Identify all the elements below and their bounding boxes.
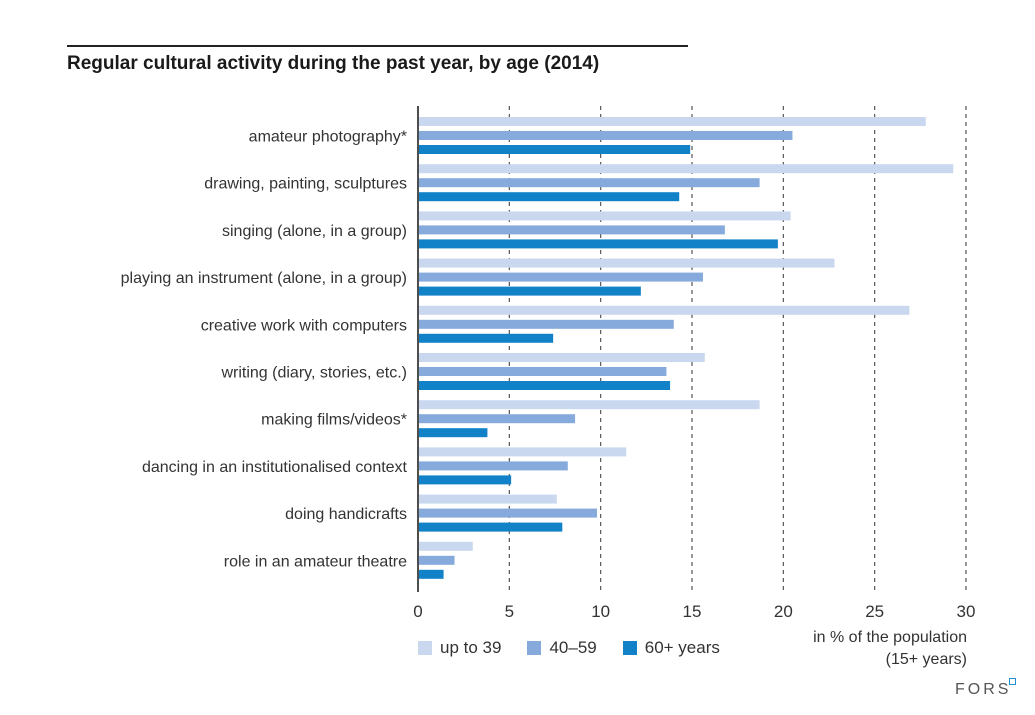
- fors-logo: FORS: [955, 681, 1012, 698]
- category-label: drawing, painting, sculptures: [204, 176, 407, 193]
- bar-6-1: [419, 414, 576, 424]
- legend-label-60-plus: 60+ years: [644, 638, 720, 657]
- x-tick-label: 30: [957, 602, 976, 621]
- bar-6-0: [419, 400, 760, 410]
- category-label: amateur photography*: [249, 129, 407, 146]
- bar-5-1: [419, 367, 667, 376]
- legend-label-up-to-39: up to 39: [440, 638, 502, 657]
- legend-label-40-59: 40–59: [549, 638, 597, 657]
- bar-9-2: [419, 569, 444, 579]
- bar-1-0: [419, 164, 954, 174]
- bar-5-2: [419, 381, 671, 390]
- bar-7-2: [419, 475, 512, 485]
- bar-8-1: [419, 508, 598, 518]
- legend-swatch-40-59: [527, 641, 542, 655]
- category-label: creative work with computers: [201, 317, 407, 334]
- bar-1-2: [419, 192, 680, 202]
- category-label: writing (diary, stories, etc.): [220, 365, 407, 382]
- bar-9-0: [419, 541, 473, 551]
- bar-2-0: [419, 211, 791, 221]
- bar-8-2: [419, 522, 563, 532]
- x-axis-unit-label-line2: (15+ years): [886, 651, 967, 668]
- bar-3-0: [419, 258, 835, 268]
- bar-9-1: [419, 555, 455, 565]
- legend-item-up-to-39: up to 39: [418, 638, 501, 658]
- category-label: playing an instrument (alone, in a group…: [121, 270, 407, 287]
- chart-title: Regular cultural activity during the pas…: [67, 53, 600, 74]
- bar-7-0: [419, 447, 627, 457]
- x-tick-label: 15: [683, 602, 702, 621]
- legend-item-60-plus: 60+ years: [622, 638, 720, 658]
- bar-6-2: [419, 428, 488, 438]
- title-rule: [67, 45, 688, 47]
- fors-logo-square-icon: [1009, 678, 1016, 685]
- category-label: dancing in an institutionalised context: [142, 459, 408, 476]
- x-tick-label: 0: [413, 602, 422, 621]
- category-label: singing (alone, in a group): [222, 223, 407, 240]
- x-tick-label: 20: [774, 602, 793, 621]
- bar-2-1: [419, 225, 725, 235]
- category-label: doing handicrafts: [285, 506, 407, 523]
- bar-3-1: [419, 272, 703, 282]
- bar-0-1: [419, 131, 793, 140]
- x-tick-label: 25: [865, 602, 884, 621]
- bar-4-0: [419, 305, 910, 315]
- bar-8-0: [419, 494, 557, 504]
- bar-2-2: [419, 239, 778, 249]
- legend-swatch-up-to-39: [418, 641, 432, 655]
- bar-4-2: [419, 333, 554, 343]
- legend: up to 39 40–59 60+ years: [418, 638, 746, 658]
- bar-0-0: [419, 117, 926, 126]
- bars: [419, 117, 954, 579]
- category-label: role in an amateur theatre: [224, 553, 407, 570]
- x-axis-unit-label-line1: in % of the population: [813, 629, 967, 646]
- bar-3-2: [419, 286, 641, 296]
- legend-swatch-60-plus: [622, 641, 637, 655]
- bar-0-2: [419, 145, 691, 154]
- bar-5-0: [419, 353, 705, 362]
- category-label: making films/videos*: [261, 412, 407, 429]
- category-labels: amateur photography* drawing, painting, s…: [121, 129, 408, 571]
- bar-1-1: [419, 178, 760, 188]
- x-tick-label: 5: [505, 602, 514, 621]
- x-tick-labels: 0 5 10 15 20 25 30: [413, 602, 975, 621]
- bar-7-1: [419, 461, 568, 471]
- legend-item-40-59: 40–59: [527, 638, 597, 658]
- x-tick-label: 10: [591, 602, 610, 621]
- bar-4-1: [419, 319, 674, 329]
